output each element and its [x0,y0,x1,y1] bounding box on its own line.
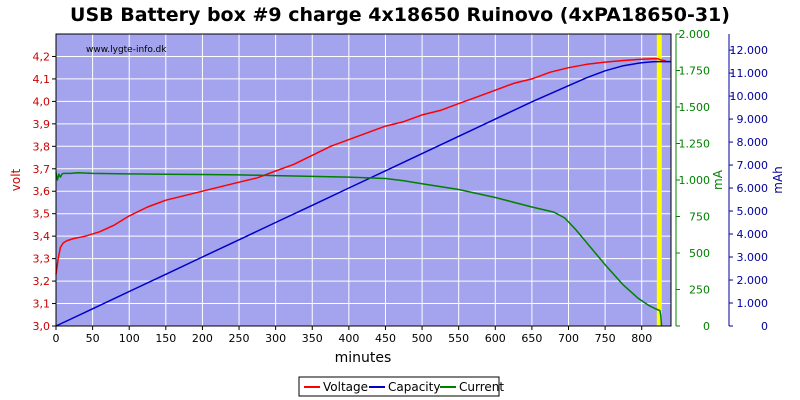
axes: 0 50 100 150 200 250 300 350 400 450 500 550 600 650 7… [33,28,769,345]
series-line-current [55,171,663,327]
y-axis-label-mah: mAh [771,166,785,194]
series-line-voltage [55,57,667,275]
x-tick-label: 250 [229,332,250,345]
x-tick-label: 0 [53,332,60,345]
x-tick-label: 750 [595,332,616,345]
y-tick-label-volt: 3,8 [33,140,51,153]
y-tick-label-volt: 3,4 [33,230,51,243]
y-tick-label-mah: 9.000 [737,113,769,126]
chart-title: USB Battery box #9 charge 4x18650 Ruinov… [70,4,730,26]
y-tick-label-ma: 1.500 [679,101,711,114]
x-tick-label: 600 [485,332,506,345]
x-axis-label: minutes [335,350,392,366]
y-tick-label-mah: 6.000 [737,182,769,195]
x-tick-label: 350 [302,332,323,345]
y-tick-label-mah: 4.000 [737,228,769,241]
y-tick-label-mah: 11.000 [730,67,769,80]
y-tick-label-ma: 750 [689,211,710,224]
y-tick-label-mah: 10.000 [730,90,769,103]
x-tick-label: 200 [192,332,213,345]
watermark: www.lygte-info.dk [86,45,167,55]
x-tick-label: 800 [631,332,652,345]
y-tick-label-volt: 3,0 [33,320,51,333]
y-tick-label-ma: 0 [703,320,710,333]
legend: Voltage Capacity Current [298,376,504,397]
y-tick-label-ma: 1.750 [679,65,711,78]
y-tick-label-ma: 1.250 [679,138,711,151]
y-tick-label-volt: 3,3 [33,253,51,266]
x-tick-label: 50 [86,332,100,345]
y-tick-label-volt: 3,6 [33,185,51,198]
y-tick-label-mah: 2.000 [737,274,769,287]
y-tick-label-volt: 3,2 [33,275,51,288]
y-tick-label-ma: 1.000 [679,174,711,187]
y-tick-label-mah: 7.000 [737,159,769,172]
y-tick-label-volt: 4,0 [33,95,51,108]
x-tick-label: 400 [338,332,359,345]
y-axis-label-volt: volt [9,168,23,191]
y-tick-label-mah: 3.000 [737,251,769,264]
x-tick-label: 100 [119,332,140,345]
plot-frame [55,33,672,327]
legend-label-current: Current [459,380,504,394]
y-tick-label-mah: 1.000 [737,297,769,310]
legend-label-voltage: Voltage [323,380,368,394]
y-tick-label-mah: 12.000 [730,44,769,57]
y-tick-label-volt: 4,2 [33,50,51,63]
y-tick-label-mah: 0 [761,320,768,333]
y-tick-label-ma: 500 [689,247,710,260]
y-tick-label-mah: 5.000 [737,205,769,218]
grid [56,34,671,326]
legend-label-capacity: Capacity [388,380,440,394]
y-tick-label-volt: 3,7 [33,163,51,176]
y-tick-label-volt: 3,9 [33,118,51,131]
y-tick-label-ma: 250 [689,284,710,297]
series-layer [55,57,671,327]
x-tick-label: 450 [375,332,396,345]
series-line-capacity [55,60,671,327]
y-tick-label-volt: 3,5 [33,208,51,221]
y-tick-label-volt: 3,1 [33,298,51,311]
y-tick-label-mah: 8.000 [737,136,769,149]
legend-box [298,376,500,397]
x-tick-label: 650 [521,332,542,345]
x-tick-label: 300 [265,332,286,345]
y-axis-label-ma: mA [711,169,725,190]
x-tick-label: 500 [412,332,433,345]
x-tick-label: 150 [155,332,176,345]
y-tick-label-volt: 4,1 [33,73,51,86]
x-tick-label: 550 [448,332,469,345]
y-tick-label-ma: 2.000 [679,28,711,41]
x-tick-label: 700 [558,332,579,345]
